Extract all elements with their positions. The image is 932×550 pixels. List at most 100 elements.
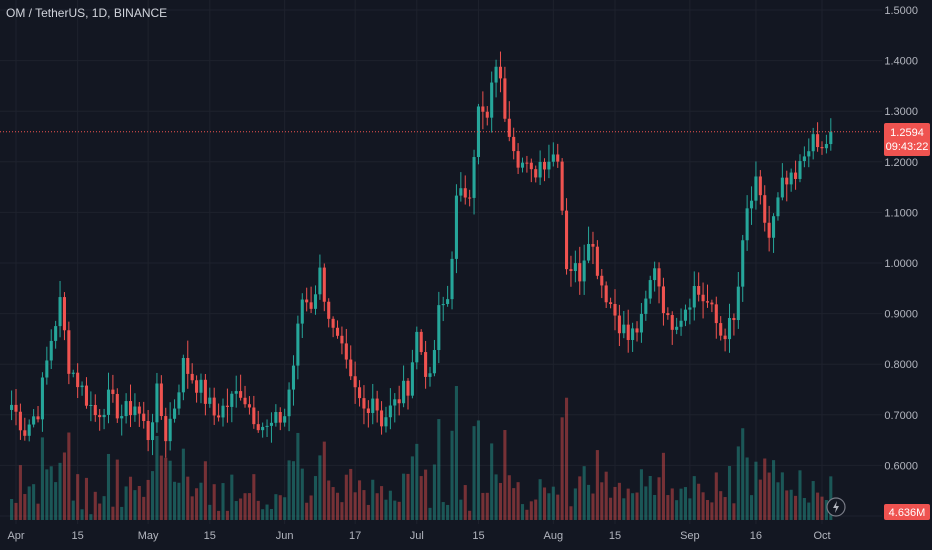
candle-body[interactable]	[300, 299, 304, 324]
candle-body[interactable]	[208, 397, 212, 404]
candle-body[interactable]	[111, 389, 115, 394]
candle-body[interactable]	[124, 401, 128, 417]
candle-body[interactable]	[811, 134, 815, 152]
candle-body[interactable]	[767, 222, 771, 238]
candle-body[interactable]	[595, 246, 599, 276]
candle-body[interactable]	[516, 151, 520, 168]
candle-body[interactable]	[573, 263, 577, 272]
candle-body[interactable]	[789, 172, 793, 185]
candle-body[interactable]	[670, 315, 674, 330]
candle-body[interactable]	[450, 258, 454, 300]
candle-body[interactable]	[820, 147, 824, 149]
candle-body[interactable]	[190, 373, 194, 381]
candle-body[interactable]	[128, 401, 133, 416]
candle-body[interactable]	[313, 294, 318, 309]
candle-body[interactable]	[653, 268, 657, 281]
candle-body[interactable]	[829, 131, 833, 145]
candle-body[interactable]	[340, 335, 344, 344]
candle-body[interactable]	[538, 161, 542, 178]
candle-body[interactable]	[441, 304, 445, 306]
candle-body[interactable]	[802, 156, 806, 162]
candle-body[interactable]	[84, 385, 89, 406]
candle-body[interactable]	[529, 162, 533, 170]
candle-body[interactable]	[406, 380, 410, 396]
candle-body[interactable]	[600, 275, 604, 286]
candle-body[interactable]	[683, 309, 688, 321]
candle-body[interactable]	[89, 404, 93, 406]
candle-body[interactable]	[626, 324, 630, 341]
candle-body[interactable]	[54, 326, 58, 341]
candle-body[interactable]	[582, 260, 586, 282]
candle-body[interactable]	[217, 415, 221, 418]
candle-body[interactable]	[631, 328, 635, 341]
candle-body[interactable]	[256, 424, 260, 431]
candle-body[interactable]	[106, 389, 111, 415]
candle-body[interactable]	[278, 412, 282, 423]
candle-body[interactable]	[560, 161, 564, 211]
candle-body[interactable]	[40, 377, 44, 420]
candle-body[interactable]	[754, 176, 758, 201]
candle-body[interactable]	[181, 357, 185, 393]
candle-body[interactable]	[102, 414, 106, 418]
candle-body[interactable]	[335, 327, 340, 336]
candle-body[interactable]	[816, 134, 820, 148]
candle-body[interactable]	[697, 286, 701, 295]
candle-body[interactable]	[225, 405, 229, 407]
candle-body[interactable]	[556, 154, 560, 162]
candle-body[interactable]	[168, 418, 172, 442]
candle-body[interactable]	[309, 302, 313, 309]
candle-body[interactable]	[468, 197, 472, 199]
candle-body[interactable]	[199, 379, 203, 393]
candle-body[interactable]	[785, 177, 789, 185]
candle-body[interactable]	[173, 408, 177, 419]
candle-body[interactable]	[454, 195, 458, 259]
candle-body[interactable]	[212, 397, 216, 416]
candle-body[interactable]	[648, 280, 652, 299]
candle-body[interactable]	[591, 244, 595, 247]
candle-body[interactable]	[402, 380, 406, 404]
candle-body[interactable]	[520, 162, 525, 168]
candle-body[interactable]	[203, 379, 207, 404]
candle-body[interactable]	[150, 422, 155, 441]
candle-body[interactable]	[534, 169, 538, 178]
candle-body[interactable]	[239, 391, 243, 398]
candle-body[interactable]	[283, 416, 287, 423]
candle-body[interactable]	[32, 416, 36, 425]
candle-body[interactable]	[164, 416, 168, 442]
candle-body[interactable]	[763, 195, 767, 223]
candle-body[interactable]	[120, 416, 124, 419]
candle-body[interactable]	[807, 151, 811, 157]
candle-body[interactable]	[366, 408, 370, 413]
candle-body[interactable]	[265, 425, 269, 427]
candle-body[interactable]	[27, 424, 31, 436]
candle-body[interactable]	[146, 421, 150, 441]
candle-body[interactable]	[349, 359, 353, 377]
candle-body[interactable]	[318, 267, 322, 295]
candle-body[interactable]	[45, 360, 49, 378]
candle-body[interactable]	[186, 357, 190, 374]
candle-body[interactable]	[247, 404, 251, 408]
candle-body[interactable]	[14, 404, 18, 412]
candle-body[interactable]	[719, 323, 723, 336]
candle-body[interactable]	[428, 373, 432, 377]
candle-body[interactable]	[296, 323, 300, 366]
candle-body[interactable]	[657, 268, 661, 287]
candle-body[interactable]	[639, 313, 643, 333]
candle-body[interactable]	[688, 307, 692, 310]
candle-body[interactable]	[542, 161, 547, 170]
candle-body[interactable]	[481, 106, 485, 112]
candle-body[interactable]	[252, 407, 256, 425]
candle-body[interactable]	[269, 422, 273, 426]
candle-body[interactable]	[305, 299, 309, 303]
candle-body[interactable]	[371, 398, 375, 413]
candle-body[interactable]	[80, 385, 84, 388]
candle-body[interactable]	[587, 244, 591, 261]
candle-body[interactable]	[701, 294, 705, 302]
candle-body[interactable]	[578, 263, 582, 282]
candle-body[interactable]	[723, 335, 727, 340]
candle-body[interactable]	[98, 415, 102, 418]
candle-body[interactable]	[291, 365, 296, 390]
candle-body[interactable]	[384, 417, 388, 427]
candle-body[interactable]	[661, 286, 665, 314]
